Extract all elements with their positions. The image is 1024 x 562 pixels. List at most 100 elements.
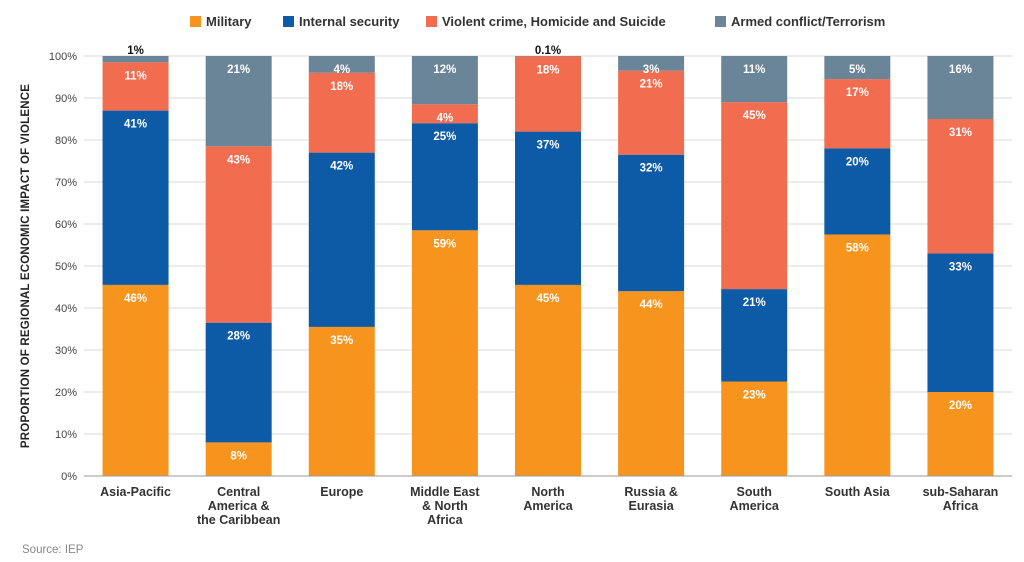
bar-segment-violent-crime-homicide-and-suicide	[205, 146, 272, 323]
data-label-internal-security: 28%	[227, 331, 250, 343]
bar-segment-internal-security	[618, 154, 685, 292]
bar-segment-internal-security	[205, 322, 272, 443]
y-tick-label: 80%	[55, 135, 77, 147]
chart-bars	[102, 56, 994, 476]
data-label-internal-security: 32%	[640, 163, 663, 175]
segment-data-labels: 46% 41% 11% 1% 8% 28% 43% 21% 35% 42% 18% 4% 59% 25% 4…	[124, 45, 972, 462]
source-note: Source: IEP	[22, 544, 84, 556]
bar-segment-violent-crime-homicide-and-suicide	[515, 56, 581, 132]
bar-segment-military	[308, 326, 375, 476]
data-label-violent-crime-homicide-and-suicide: 11%	[124, 70, 146, 82]
bar-segment-internal-security	[824, 148, 891, 235]
y-tick-label: 10%	[55, 429, 77, 441]
bar-segment-armed-conflict-terrorism	[308, 56, 375, 73]
legend-swatch-armed-conflict-terrorism	[715, 16, 726, 27]
legend-swatch-violent-crime-homicide-and-suicide	[426, 16, 437, 27]
data-label-military: 23%	[743, 390, 766, 402]
data-label-internal-security: 37%	[536, 140, 559, 152]
bar-segment-violent-crime-homicide-and-suicide	[618, 70, 685, 155]
bar-segment-internal-security	[721, 289, 788, 382]
data-label-armed-conflict-terrorism: 16%	[949, 64, 972, 76]
legend-label-internal-security: Internal security	[299, 14, 400, 29]
bar-segment-armed-conflict-terrorism	[205, 56, 272, 147]
x-category-label: South America	[730, 485, 780, 513]
bar-segment-military	[824, 234, 891, 476]
data-label-armed-conflict-terrorism: 21%	[227, 64, 250, 76]
bar-segment-internal-security	[411, 123, 478, 231]
legend-swatch-military	[190, 16, 201, 27]
bar-segment-armed-conflict-terrorism	[618, 56, 685, 71]
bar-segment-military	[618, 291, 685, 476]
data-label-military: 44%	[640, 299, 663, 311]
y-tick-label: 70%	[55, 177, 77, 189]
legend-label-armed-conflict-terrorism: Armed conflict/Terrorism	[731, 14, 885, 29]
bar-segment-internal-security	[927, 253, 994, 392]
data-label-armed-conflict-terrorism: 12%	[433, 64, 456, 76]
y-tick-label: 50%	[55, 261, 77, 273]
y-tick-label: 30%	[55, 345, 77, 357]
data-label-violent-crime-homicide-and-suicide: 17%	[846, 87, 869, 99]
data-label-internal-security: 42%	[330, 161, 353, 173]
bar-segment-violent-crime-homicide-and-suicide	[308, 72, 375, 153]
data-label-violent-crime-homicide-and-suicide: 31%	[949, 127, 972, 139]
x-category-label: Middle East & North Africa	[410, 485, 480, 527]
data-label-violent-crime-homicide-and-suicide: 18%	[330, 81, 353, 93]
bar-segment-violent-crime-homicide-and-suicide	[102, 62, 169, 111]
data-label-armed-conflict-terrorism: 1%	[127, 45, 144, 57]
x-category-label: Russia & Eurasia	[624, 485, 678, 513]
bar-segment-military	[721, 381, 788, 476]
x-category-label: Europe	[320, 485, 363, 499]
bar-segment-military	[515, 284, 581, 476]
legend-label-violent-crime-homicide-and-suicide: Violent crime, Homicide and Suicide	[442, 14, 666, 29]
bar-segment-violent-crime-homicide-and-suicide	[927, 119, 994, 254]
y-tick-label: 100%	[49, 51, 77, 63]
data-label-military: 8%	[230, 450, 247, 462]
y-tick-label: 40%	[55, 303, 77, 315]
data-label-internal-security: 20%	[846, 156, 869, 168]
data-label-armed-conflict-terrorism: 5%	[849, 64, 866, 76]
bar-segment-violent-crime-homicide-and-suicide	[824, 79, 891, 149]
bar-segment-armed-conflict-terrorism	[102, 56, 169, 63]
data-label-armed-conflict-terrorism: 11%	[743, 64, 765, 76]
data-label-military: 20%	[949, 400, 972, 412]
bar-segment-internal-security	[308, 152, 375, 327]
bar-segment-violent-crime-homicide-and-suicide	[721, 102, 788, 290]
bar-segment-military	[411, 230, 478, 476]
bar-segment-military	[205, 442, 272, 476]
data-label-armed-conflict-terrorism: 0.1%	[535, 45, 561, 57]
data-label-military: 46%	[124, 293, 147, 305]
data-label-military: 45%	[536, 293, 559, 305]
data-label-internal-security: 33%	[949, 261, 972, 273]
legend-swatch-internal-security	[283, 16, 294, 27]
bar-segment-military	[927, 392, 994, 476]
x-category-label: South Asia	[825, 485, 891, 499]
y-axis-label: PROPORTION OF REGIONAL ECONOMIC IMPACT O…	[20, 84, 32, 448]
data-label-military: 59%	[433, 238, 456, 250]
y-tick-label: 60%	[55, 219, 77, 231]
bar-segment-violent-crime-homicide-and-suicide	[411, 104, 478, 124]
y-tick-label: 20%	[55, 387, 77, 399]
data-label-internal-security: 21%	[743, 297, 766, 309]
bar-segment-armed-conflict-terrorism	[411, 56, 478, 105]
data-label-armed-conflict-terrorism: 3%	[643, 64, 660, 76]
bar-segment-armed-conflict-terrorism	[721, 56, 788, 103]
data-label-internal-security: 41%	[124, 119, 147, 131]
legend-label-military: Military	[206, 14, 252, 29]
x-category-label: North America	[523, 485, 573, 513]
data-label-internal-security: 25%	[433, 131, 456, 143]
data-label-military: 58%	[846, 243, 869, 255]
bar-segment-armed-conflict-terrorism	[824, 56, 891, 80]
data-label-violent-crime-homicide-and-suicide: 18%	[536, 64, 559, 76]
data-label-violent-crime-homicide-and-suicide: 45%	[743, 110, 766, 122]
data-label-violent-crime-homicide-and-suicide: 43%	[227, 154, 250, 166]
x-category-label: Central America & the Caribbean	[197, 485, 280, 527]
bar-segment-armed-conflict-terrorism	[927, 56, 994, 119]
y-axis-ticks: 0% 10% 20% 30% 40% 50% 60% 70% 80% 90% 100%	[49, 51, 77, 483]
data-label-military: 35%	[330, 335, 353, 347]
x-category-label: Asia-Pacific	[100, 485, 171, 499]
y-tick-label: 0%	[61, 471, 77, 483]
bar-segment-internal-security	[515, 131, 581, 285]
x-axis-category-labels: Asia-Pacific Central America & the Caribbea…	[100, 485, 998, 527]
data-label-violent-crime-homicide-and-suicide: 21%	[640, 79, 663, 91]
